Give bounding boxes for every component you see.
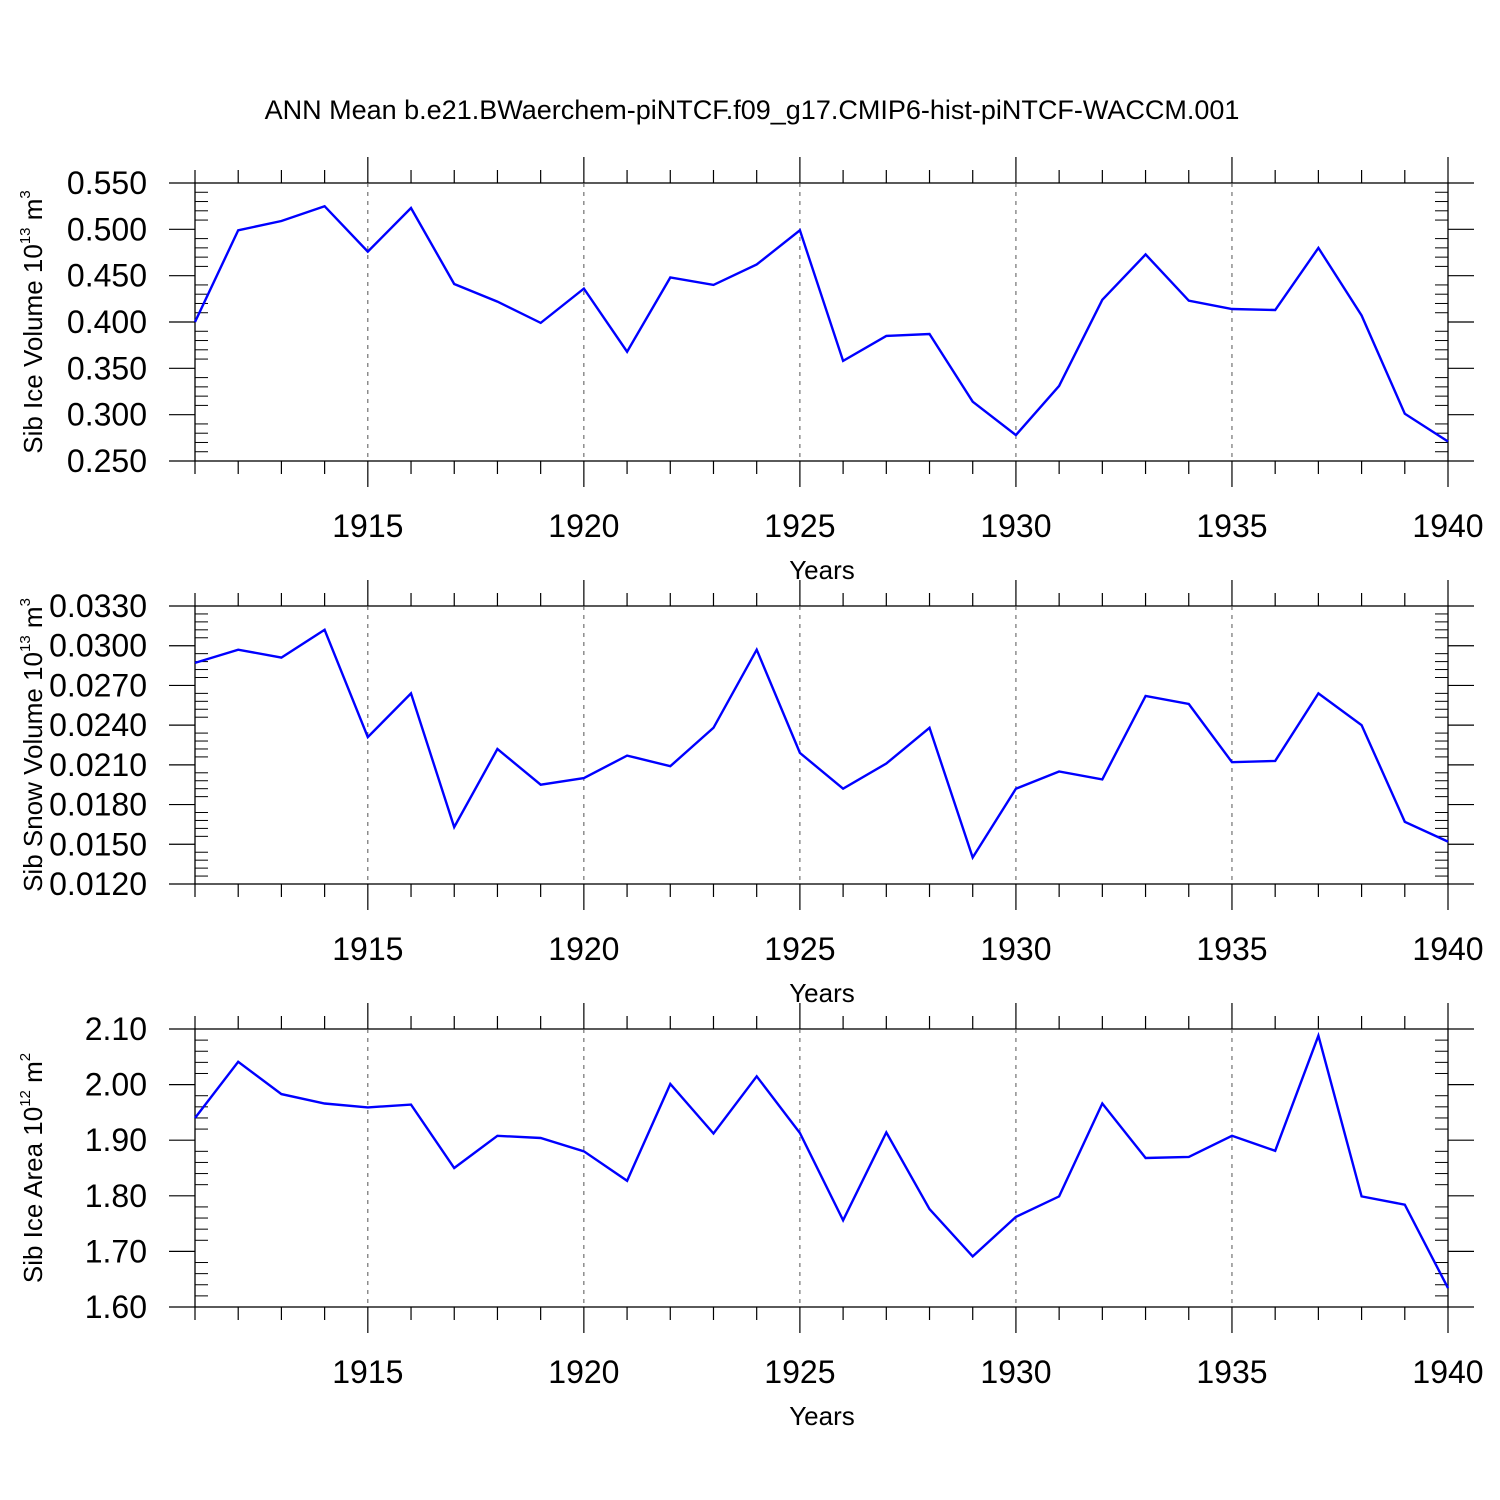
series-line [194, 1031, 1450, 1289]
x-tick-label: 1915 [332, 1354, 403, 1390]
x-tick-label: 1925 [764, 1354, 835, 1390]
y-axis-label-part: m [18, 606, 48, 635]
y-tick-label: 0.400 [67, 304, 147, 340]
panel-2: 0.03300.03000.02700.02400.02100.01800.01… [17, 580, 1484, 1008]
y-axis-label-part: m [18, 1061, 48, 1090]
y-axis-label-exponent: 3 [17, 598, 34, 606]
y-tick-label: 0.500 [67, 211, 147, 247]
y-tick-label: 0.0120 [49, 866, 147, 902]
y-axis-label-part: m [18, 199, 48, 228]
plot-frame [194, 605, 1449, 885]
y-tick-label: 0.0210 [49, 747, 147, 783]
y-axis-label-exponent: 2 [17, 1053, 34, 1061]
y-tick-label: 0.0270 [49, 667, 147, 703]
x-tick-label: 1925 [764, 931, 835, 967]
x-axis-label: Years [789, 555, 855, 585]
chart-title: ANN Mean b.e21.BWaerchem-piNTCF.f09_g17.… [265, 95, 1240, 125]
x-tick-label: 1940 [1412, 931, 1483, 967]
x-tick-label: 1915 [332, 931, 403, 967]
y-axis-label-exponent: 3 [17, 190, 34, 198]
y-tick-label: 1.80 [85, 1178, 147, 1214]
panel-1: 0.550 0.500 0.450 0.400 0.350 0.300 0.250 1915 1… [17, 157, 1484, 585]
x-tick-label: 1920 [548, 1354, 619, 1390]
y-tick-label: 0.350 [67, 350, 147, 386]
y-axis-label: Sib Snow Volume 1013 m3 [17, 598, 48, 892]
panels: 0.550 0.500 0.450 0.400 0.350 0.300 0.250 1915 1… [17, 157, 1484, 1431]
y-tick-label: 0.550 [67, 165, 147, 201]
x-tick-label: 1930 [980, 931, 1051, 967]
x-tick-label: 1935 [1196, 1354, 1267, 1390]
y-axis-label-exponent: 13 [17, 635, 34, 652]
plot-frame [194, 1028, 1449, 1308]
y-tick-label: 0.0300 [49, 628, 147, 664]
x-tick-label: 1920 [548, 931, 619, 967]
x-tick-label: 1930 [980, 508, 1051, 544]
series-line [194, 628, 1449, 861]
y-tick-label: 1.60 [85, 1289, 147, 1325]
y-tick-label: 2.00 [85, 1067, 147, 1103]
y-axis-label: Sib Ice Area 1012 m2 [17, 1053, 48, 1283]
y-tick-label: 2.10 [85, 1011, 147, 1047]
y-tick-label: 0.450 [67, 258, 147, 294]
x-tick-label: 1915 [332, 508, 403, 544]
panel-3: 2.10 2.00 1.90 1.80 1.70 1.60 1915 1920 1925 1930… [17, 1003, 1484, 1431]
y-axis-label-part: Sib Ice Area 10 [18, 1107, 48, 1283]
y-tick-label: 0.0330 [49, 588, 147, 624]
y-tick-label: 0.0240 [49, 707, 147, 743]
x-tick-label: 1940 [1412, 508, 1483, 544]
series-line [193, 204, 1449, 443]
y-axis-label-exponent: 13 [17, 227, 34, 244]
y-axis-label-part: Sib Snow Volume 10 [18, 652, 48, 892]
y-axis-label-exponent: 12 [17, 1090, 34, 1107]
x-axis-label: Years [789, 1401, 855, 1431]
y-axis-label: Sib Ice Volume 1013 m3 [17, 190, 48, 454]
x-tick-label: 1920 [548, 508, 619, 544]
x-tick-label: 1935 [1196, 931, 1267, 967]
x-tick-label: 1935 [1196, 508, 1267, 544]
x-tick-label: 1930 [980, 1354, 1051, 1390]
y-tick-label: 0.300 [67, 397, 147, 433]
y-tick-label: 1.70 [85, 1233, 147, 1269]
y-tick-label: 0.250 [67, 443, 147, 479]
y-tick-label: 0.0180 [49, 787, 147, 823]
y-tick-label: 1.90 [85, 1122, 147, 1158]
y-axis-label-part: Sib Ice Volume 10 [18, 244, 48, 454]
x-axis-label: Years [789, 978, 855, 1008]
x-tick-label: 1940 [1412, 1354, 1483, 1390]
plot-frame [194, 182, 1449, 462]
y-tick-label: 0.0150 [49, 826, 147, 862]
x-tick-label: 1925 [764, 508, 835, 544]
